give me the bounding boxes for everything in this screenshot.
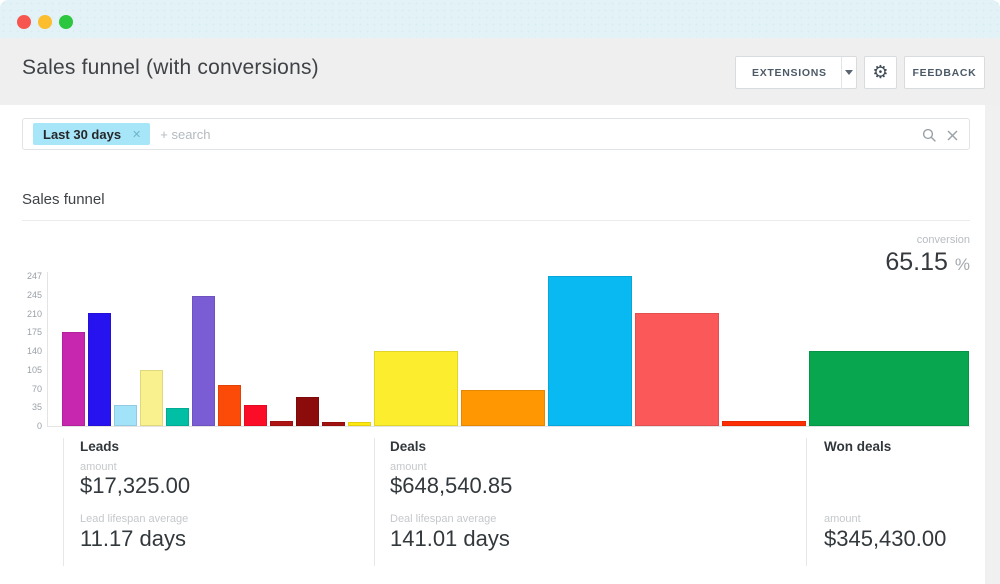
funnel-bar[interactable] xyxy=(114,405,137,426)
leads-lifespan-label: Lead lifespan average xyxy=(80,513,189,525)
conversion-label: conversion xyxy=(916,234,970,246)
leads-amount-value: $17,325.00 xyxy=(80,473,191,498)
funnel-bar[interactable] xyxy=(548,276,632,426)
deals-title: Deals xyxy=(390,439,427,454)
y-axis-tick-label: 105 xyxy=(26,364,42,375)
funnel-bar[interactable] xyxy=(722,421,806,426)
window-titlebar xyxy=(0,0,1000,38)
filter-tag-last-30-days[interactable]: Last 30 days ✕ xyxy=(33,123,151,145)
funnel-bar[interactable] xyxy=(218,385,241,426)
conversion-summary: conversion 65.15 % xyxy=(885,234,970,277)
extensions-button-label[interactable]: EXTENSIONS xyxy=(752,66,827,79)
funnel-bar[interactable] xyxy=(348,422,371,426)
minimize-window-icon[interactable] xyxy=(38,15,52,29)
extensions-button[interactable]: EXTENSIONS xyxy=(735,56,857,89)
y-axis-tick-label: 70 xyxy=(31,383,42,394)
tag-close-icon[interactable]: ✕ xyxy=(132,128,142,141)
chart-section-title: Sales funnel xyxy=(22,191,105,208)
x-axis-baseline xyxy=(47,426,970,427)
y-axis-tick-label: 247 xyxy=(26,271,42,281)
conversion-unit: % xyxy=(954,255,970,274)
conversion-value: 65.15 % xyxy=(885,248,970,276)
funnel-bar[interactable] xyxy=(270,421,293,426)
funnel-bar[interactable] xyxy=(374,351,458,426)
funnel-bar[interactable] xyxy=(166,408,189,426)
y-axis-tick-label: 175 xyxy=(26,327,42,338)
feedback-button[interactable]: FEEDBACK xyxy=(904,56,985,89)
stats-divider xyxy=(806,438,807,566)
funnel-bar[interactable] xyxy=(322,422,345,426)
funnel-bar[interactable] xyxy=(88,313,111,426)
stats-divider xyxy=(374,438,375,566)
maximize-window-icon[interactable] xyxy=(59,15,73,29)
y-axis-tick-label: 0 xyxy=(36,421,42,431)
search-input[interactable]: Last 30 days ✕ + search xyxy=(22,118,970,150)
funnel-bar[interactable] xyxy=(140,370,163,426)
search-placeholder: + search xyxy=(160,126,211,142)
page-header: Sales funnel (with conversions) EXTENSIO… xyxy=(0,38,1000,105)
funnel-bar[interactable] xyxy=(244,405,267,426)
y-axis-tick-label: 245 xyxy=(26,289,42,300)
funnel-bar[interactable] xyxy=(635,313,719,426)
funnel-bar[interactable] xyxy=(461,390,545,426)
leads-lifespan-value: 11.17 days xyxy=(80,526,187,551)
deals-amount-value: $648,540.85 xyxy=(390,473,513,498)
extensions-dropdown-toggle[interactable] xyxy=(841,57,856,88)
settings-button[interactable]: ⚙ xyxy=(864,56,897,89)
funnel-bar[interactable] xyxy=(809,351,969,426)
search-icon[interactable] xyxy=(922,128,937,143)
leads-title: Leads xyxy=(80,439,120,454)
y-axis-line xyxy=(47,272,48,426)
gear-icon: ⚙ xyxy=(872,62,889,82)
section-divider xyxy=(22,220,970,221)
feedback-button-label: FEEDBACK xyxy=(912,66,977,79)
close-window-icon[interactable] xyxy=(17,15,31,29)
y-axis-tick-label: 140 xyxy=(26,346,42,356)
won-deals-amount-value: $345,430.00 xyxy=(824,526,947,551)
chevron-down-icon xyxy=(844,70,853,75)
stats-divider xyxy=(63,438,64,566)
funnel-bar[interactable] xyxy=(296,397,319,426)
deals-amount-label: amount xyxy=(390,461,427,473)
button-divider xyxy=(840,56,842,89)
y-axis-tick-label: 35 xyxy=(31,402,42,413)
y-axis-tick-label: 210 xyxy=(26,308,42,319)
leads-amount-label: amount xyxy=(80,461,117,473)
filter-tag-label: Last 30 days xyxy=(43,126,122,142)
won-deals-title: Won deals xyxy=(824,439,892,454)
deals-lifespan-label: Deal lifespan average xyxy=(390,513,497,525)
deals-lifespan-value: 141.01 days xyxy=(390,526,510,551)
won-deals-amount-label: amount xyxy=(824,513,861,525)
scroll-gutter xyxy=(985,105,1000,584)
page-title: Sales funnel (with conversions) xyxy=(22,56,319,79)
funnel-bar[interactable] xyxy=(62,332,85,426)
clear-search-icon[interactable] xyxy=(946,129,959,142)
funnel-bar[interactable] xyxy=(192,296,215,426)
